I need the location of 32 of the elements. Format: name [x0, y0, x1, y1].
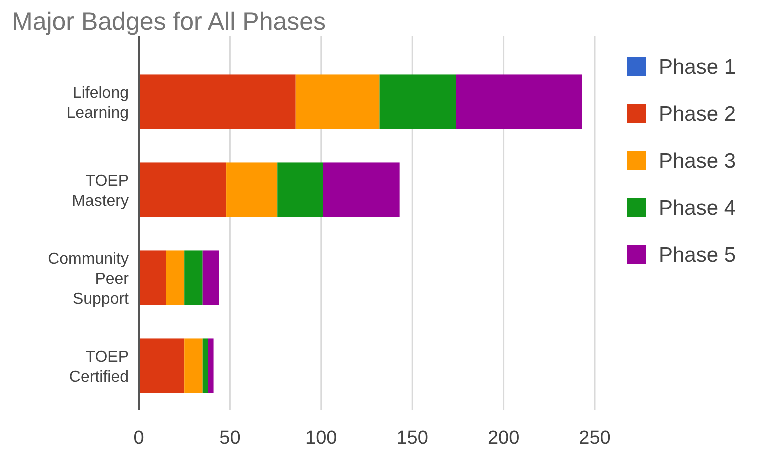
legend-label: Phase 4: [659, 197, 736, 220]
bar: [202, 338, 208, 394]
bar: [296, 74, 380, 130]
bar: [166, 250, 185, 306]
bar: [139, 74, 296, 130]
chart-title: Major Badges for All Phases: [12, 8, 326, 36]
x-tick-label: 0: [134, 428, 144, 449]
bar: [139, 250, 166, 306]
y-tick-label: TOEP Mastery: [72, 173, 129, 210]
legend-label: Phase 5: [659, 244, 736, 267]
x-tick-label: 200: [488, 428, 520, 449]
legend-label: Phase 1: [659, 56, 736, 79]
bar: [184, 338, 203, 394]
legend-label: Phase 2: [659, 103, 736, 126]
x-tick-label: 100: [306, 428, 338, 449]
legend-label: Phase 3: [659, 150, 736, 173]
bar: [278, 162, 324, 218]
x-tick-label: 50: [220, 428, 241, 449]
bar: [380, 74, 456, 130]
bar: [184, 250, 203, 306]
x-tick-label: 150: [396, 428, 428, 449]
x-tick-label: 250: [579, 428, 611, 449]
bar: [202, 250, 220, 306]
bar: [208, 338, 214, 394]
bar: [323, 162, 400, 218]
bar: [226, 162, 278, 218]
bar: [139, 162, 227, 218]
y-tick-label: Community Peer Support: [48, 251, 130, 308]
y-tick-label: TOEP Certified: [69, 349, 129, 386]
bar: [139, 338, 185, 394]
bar: [456, 74, 582, 130]
y-tick-label: Lifelong Learning: [66, 85, 129, 122]
